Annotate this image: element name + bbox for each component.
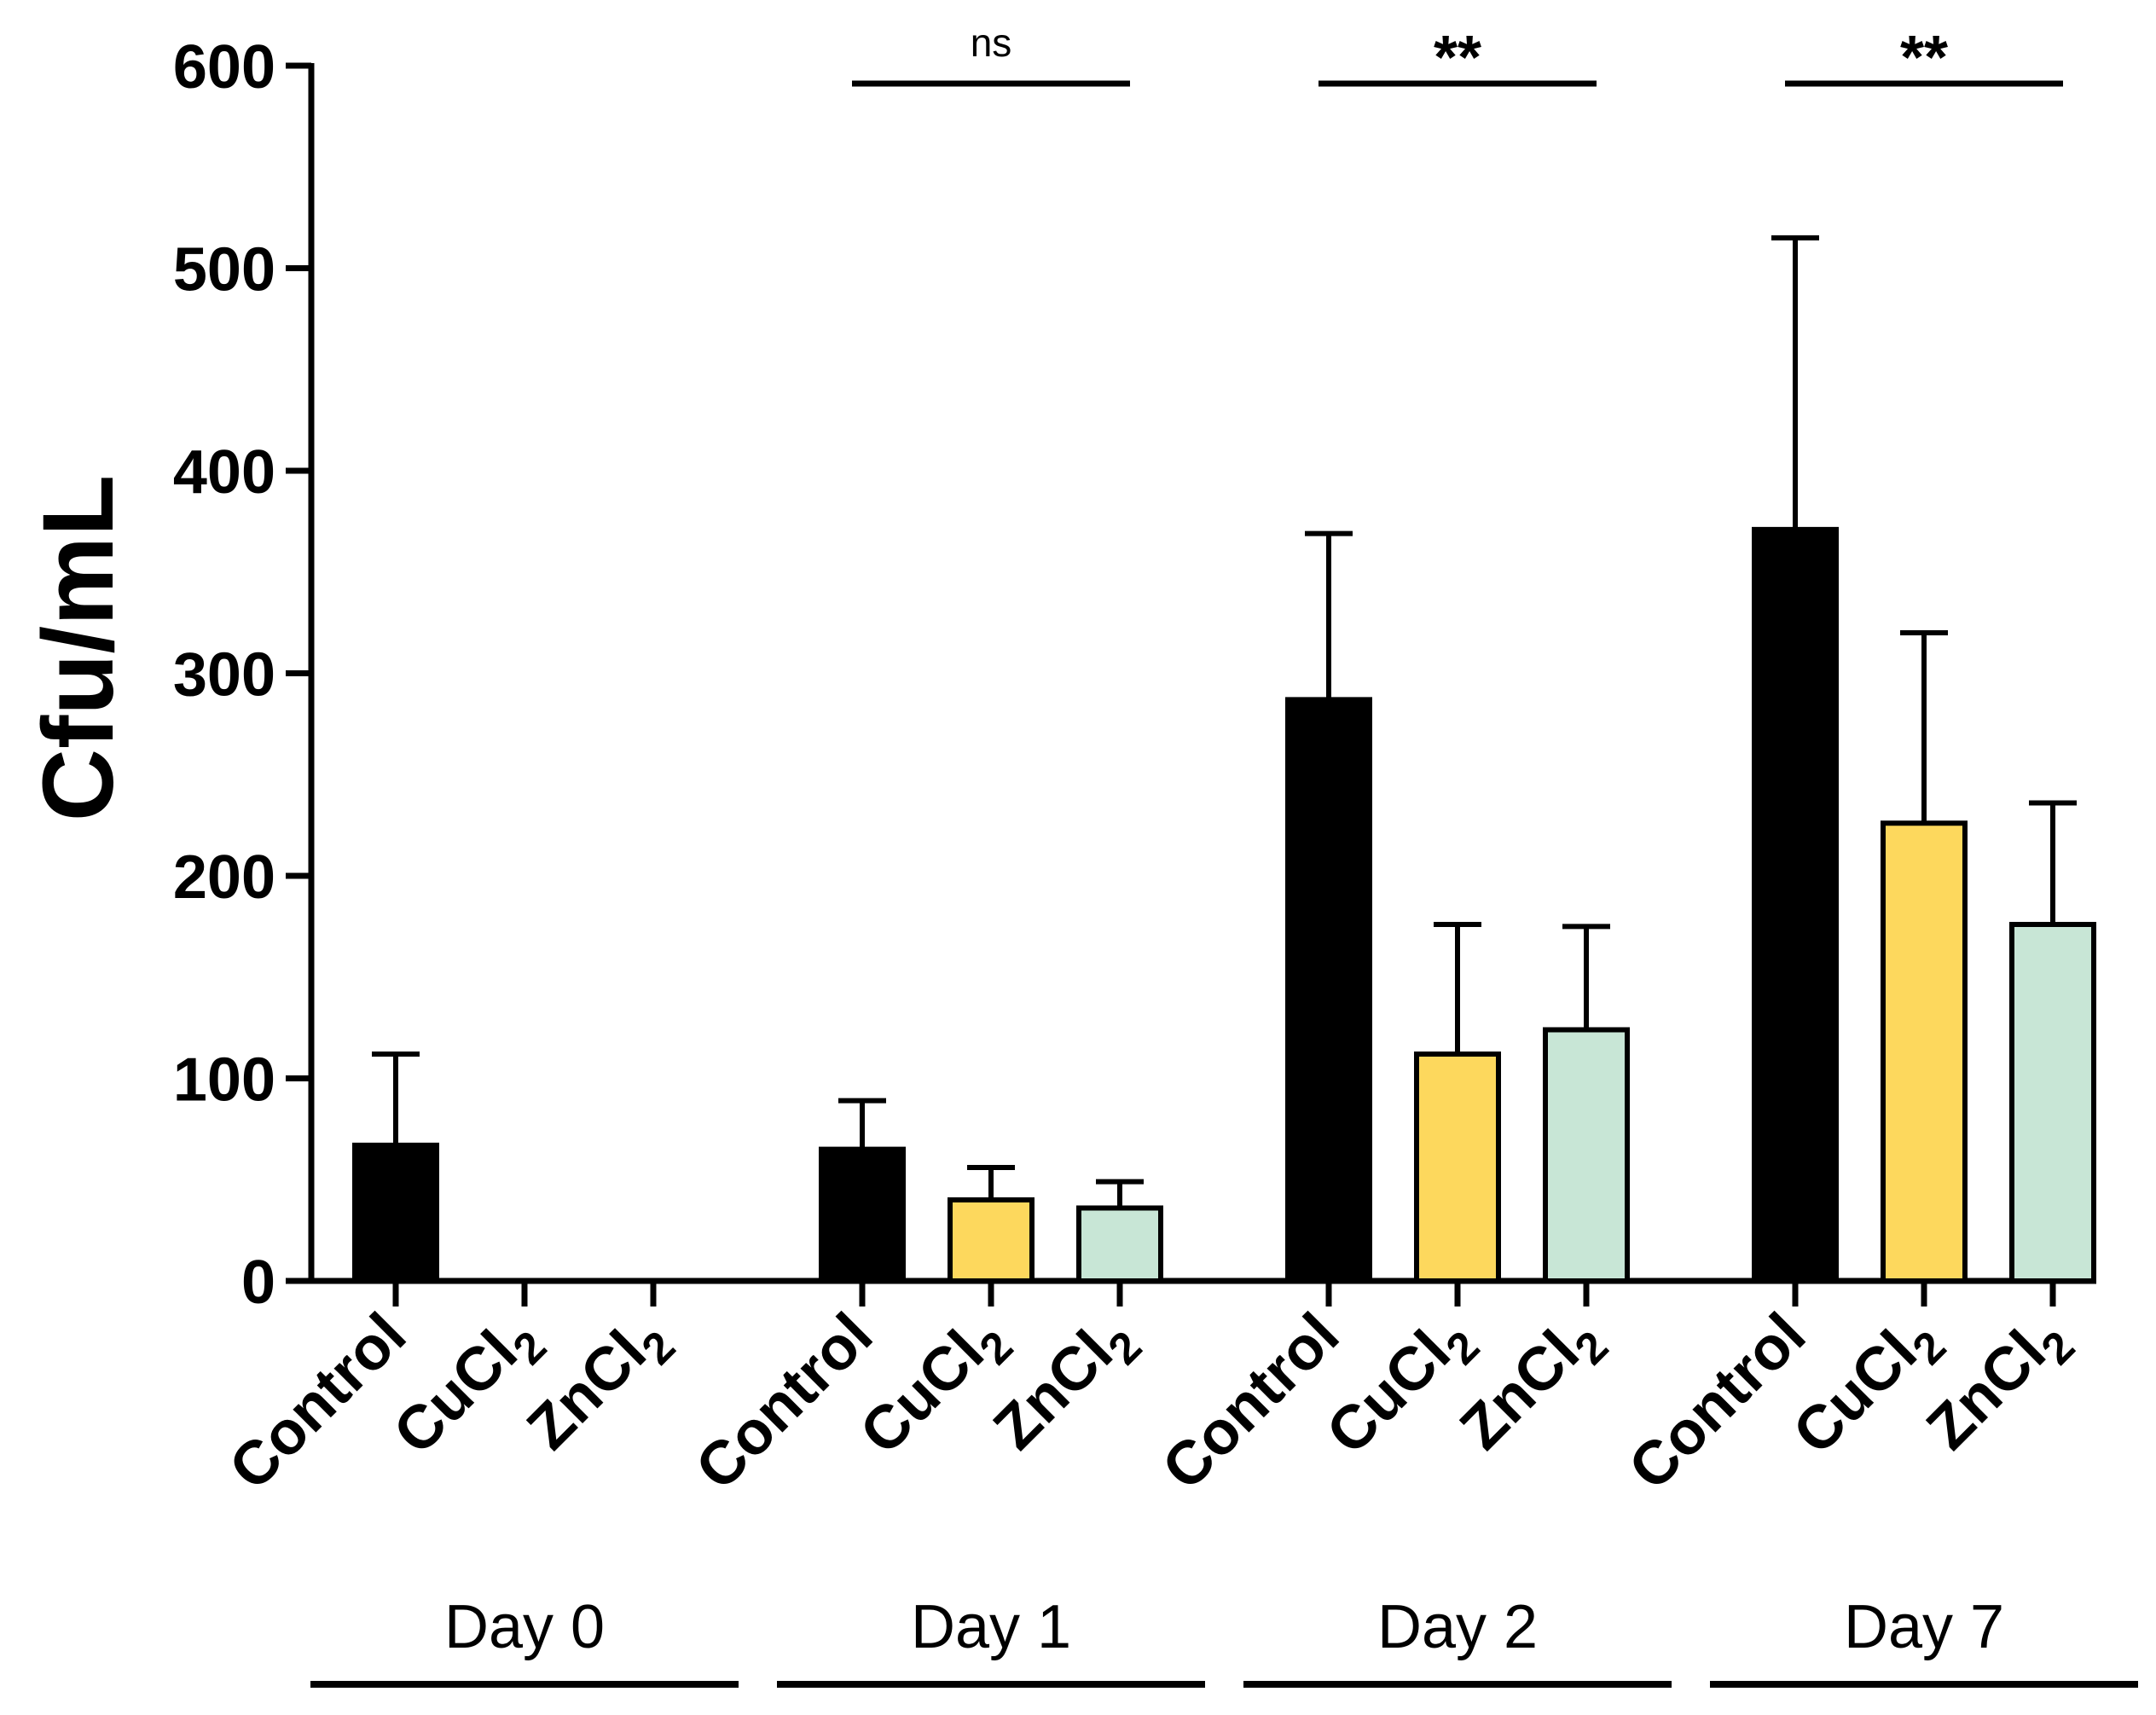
y-tick-label: 100	[173, 1046, 275, 1115]
group-label: Day 0	[444, 1593, 605, 1661]
group-label: Day 2	[1377, 1593, 1538, 1661]
category-label-text: Control	[683, 1301, 886, 1504]
category-label-text: Control	[217, 1301, 420, 1504]
x-category-label: ZnCl2	[1914, 1301, 2084, 1471]
x-category-label: CuCl2	[1781, 1301, 1956, 1476]
chart-marks: 0100200300400500600ControlCuCl2ZnCl2Day …	[173, 20, 2138, 1688]
x-category-label: Control	[1616, 1301, 1819, 1504]
y-tick-label: 300	[173, 641, 275, 710]
bar-day-2-zncl2	[1543, 1027, 1630, 1283]
group-label: Day 1	[911, 1593, 1071, 1661]
significance-label: **	[1900, 24, 1948, 92]
x-category-label: ZnCl2	[1447, 1301, 1618, 1471]
bar-day-7-cucl2	[1881, 820, 1968, 1283]
y-tick-label: 200	[173, 843, 275, 912]
x-category-label: Control	[1150, 1301, 1353, 1504]
bar-day-0-control	[352, 1142, 439, 1283]
y-tick-label: 0	[241, 1249, 275, 1317]
bar-day-7-zncl2	[2009, 922, 2096, 1283]
bar-day-1-control	[819, 1146, 906, 1283]
category-label-text: Control	[1616, 1301, 1819, 1504]
x-category-label: ZnCl2	[981, 1301, 1151, 1471]
group-label: Day 7	[1844, 1593, 2004, 1661]
y-axis-label: Cfu/mL	[22, 475, 135, 821]
x-category-label: Control	[217, 1301, 420, 1504]
bar-day-2-cucl2	[1414, 1052, 1501, 1283]
x-category-label: Control	[683, 1301, 886, 1504]
x-category-label: CuCl2	[381, 1301, 557, 1476]
x-category-label: ZnCl2	[514, 1301, 685, 1471]
x-category-label: CuCl2	[848, 1301, 1023, 1476]
bar-day-2-control	[1285, 697, 1372, 1283]
category-label-text: Control	[1150, 1301, 1353, 1504]
significance-label: ns	[971, 20, 1012, 65]
x-category-label: CuCl2	[1314, 1301, 1490, 1476]
bar-day-7-control	[1752, 526, 1839, 1283]
significance-label: **	[1434, 24, 1481, 92]
y-tick-label: 500	[173, 236, 275, 304]
bar-day-1-zncl2	[1076, 1205, 1163, 1283]
bar-day-1-cucl2	[948, 1197, 1035, 1283]
y-tick-label: 400	[173, 438, 275, 507]
y-tick-label: 600	[173, 33, 275, 101]
